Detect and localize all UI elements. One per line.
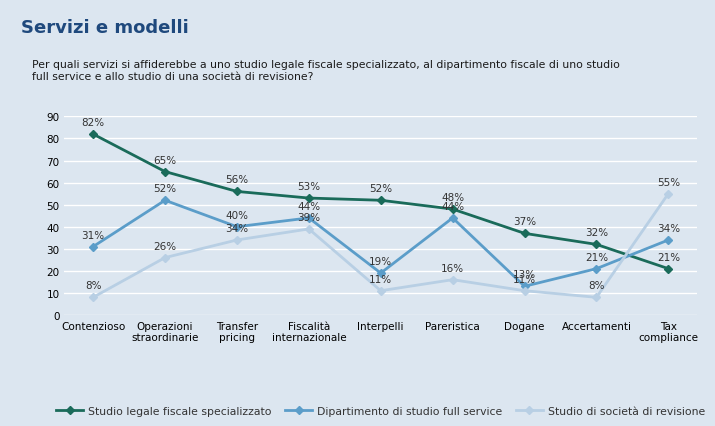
Text: 37%: 37% xyxy=(513,217,536,227)
Text: 65%: 65% xyxy=(154,155,177,165)
Text: 26%: 26% xyxy=(154,241,177,251)
Text: 31%: 31% xyxy=(82,230,104,240)
Text: 11%: 11% xyxy=(513,274,536,284)
Text: 8%: 8% xyxy=(85,281,102,291)
Text: 21%: 21% xyxy=(657,252,680,262)
Text: Per quali servizi si affiderebbe a uno studio legale fiscale specializzato, al d: Per quali servizi si affiderebbe a uno s… xyxy=(31,60,619,81)
Text: 34%: 34% xyxy=(657,224,680,233)
Text: 53%: 53% xyxy=(297,181,320,192)
Text: 52%: 52% xyxy=(154,184,177,194)
Text: 11%: 11% xyxy=(369,274,393,284)
Text: 16%: 16% xyxy=(441,263,464,273)
Text: 55%: 55% xyxy=(657,177,680,187)
Text: 8%: 8% xyxy=(588,281,605,291)
Text: 21%: 21% xyxy=(585,252,608,262)
Text: 48%: 48% xyxy=(441,193,464,203)
Text: 39%: 39% xyxy=(297,213,320,222)
Legend: Studio legale fiscale specializzato, Dipartimento di studio full service, Studio: Studio legale fiscale specializzato, Dip… xyxy=(51,402,710,421)
Text: 34%: 34% xyxy=(225,224,249,233)
Text: 44%: 44% xyxy=(297,201,320,211)
Text: 32%: 32% xyxy=(585,228,608,238)
Text: 56%: 56% xyxy=(225,175,249,185)
Text: 13%: 13% xyxy=(513,270,536,280)
Text: 19%: 19% xyxy=(369,256,393,267)
Text: 82%: 82% xyxy=(82,118,104,128)
Text: 40%: 40% xyxy=(225,210,248,220)
Text: 52%: 52% xyxy=(369,184,393,194)
Text: Servizi e modelli: Servizi e modelli xyxy=(21,19,189,37)
Text: 44%: 44% xyxy=(441,201,464,211)
